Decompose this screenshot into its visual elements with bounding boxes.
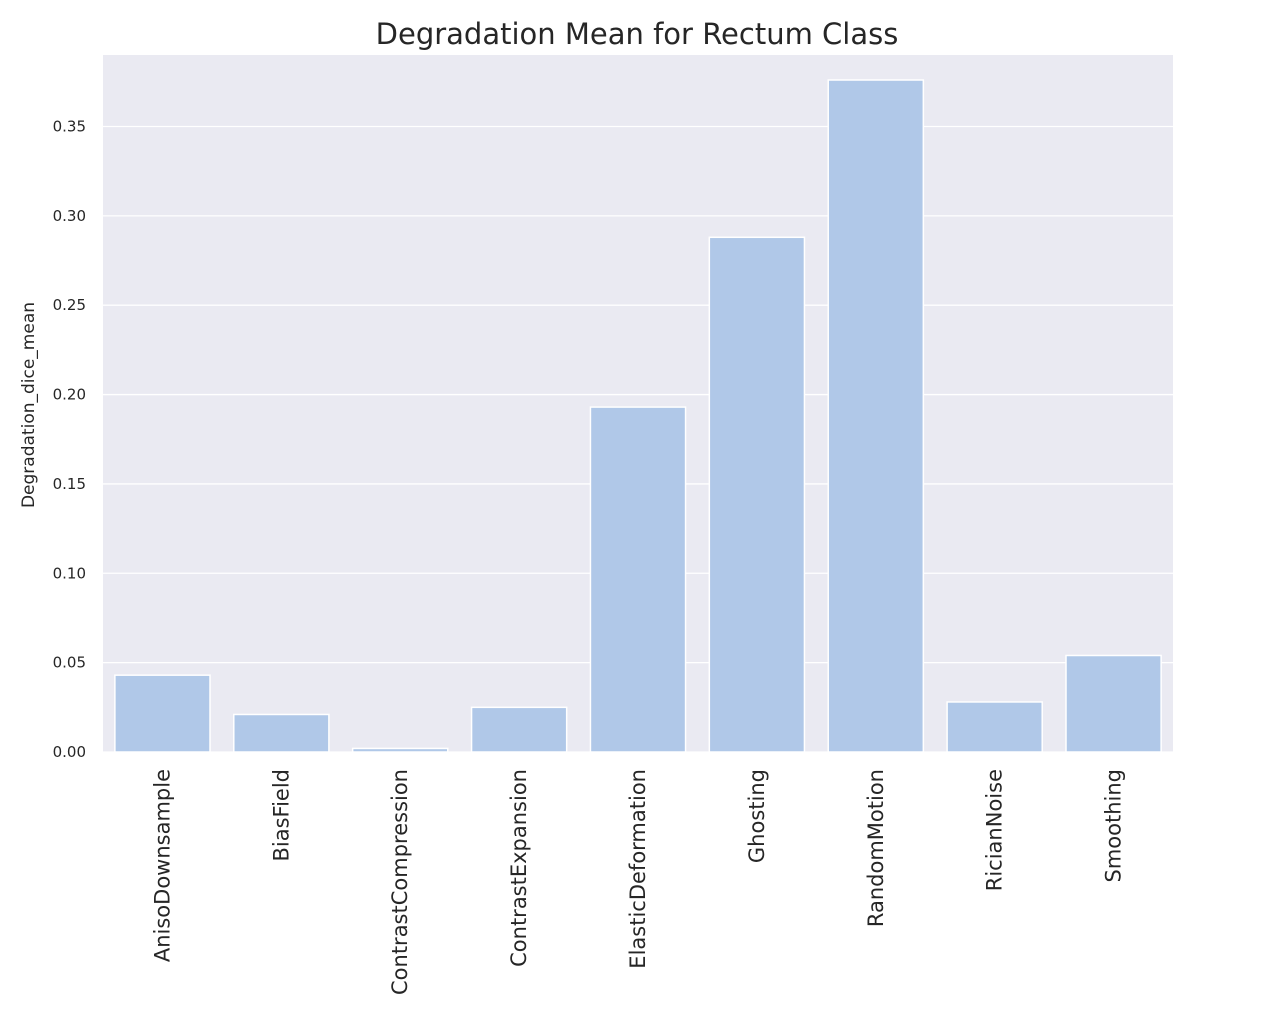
x-tick-label: ContrastExpansion <box>507 769 531 967</box>
y-tick-label: 0.25 <box>53 296 86 314</box>
bar-ghosting <box>708 236 806 753</box>
y-tick-label: 0.15 <box>53 475 86 493</box>
x-tick-label: AnisoDownsample <box>150 769 174 962</box>
bar-randommotion <box>827 79 925 753</box>
y-tick-labels: 0.00 0.05 0.10 0.15 0.20 0.25 0.30 0.35 <box>53 117 86 761</box>
y-tick-label: 0.00 <box>53 743 86 761</box>
bar-biasfield <box>233 713 330 753</box>
x-tick-labels: AnisoDownsample BiasField ContrastCompress… <box>150 769 1125 995</box>
x-tick-label: BiasField <box>269 769 293 862</box>
x-tick-label: RandomMotion <box>864 769 888 927</box>
y-axis-label: Degradation_dice_mean <box>19 302 39 508</box>
y-tick-label: 0.05 <box>53 654 86 672</box>
x-tick-label: ElasticDeformation <box>626 769 650 969</box>
chart-title: Degradation Mean for Rectum Class <box>376 17 899 51</box>
y-tick-label: 0.10 <box>53 564 86 582</box>
bar-elasticdeformation <box>589 406 687 753</box>
bars <box>114 79 1162 753</box>
x-tick-label: ContrastCompression <box>388 769 412 995</box>
x-tick-label: Smoothing <box>1102 769 1126 883</box>
bar-anisodownsample <box>114 674 211 753</box>
x-tick-label: RicianNoise <box>983 769 1007 891</box>
bar-smoothing <box>1065 654 1162 753</box>
y-tick-label: 0.30 <box>53 207 86 225</box>
bar-contrastcompression <box>351 747 449 753</box>
y-tick-label: 0.20 <box>53 386 86 404</box>
y-tick-label: 0.35 <box>53 117 86 135</box>
bar-contrastexpansion <box>470 706 568 753</box>
bar-riciannoise <box>946 701 1043 753</box>
x-tick-label: Ghosting <box>745 769 769 863</box>
